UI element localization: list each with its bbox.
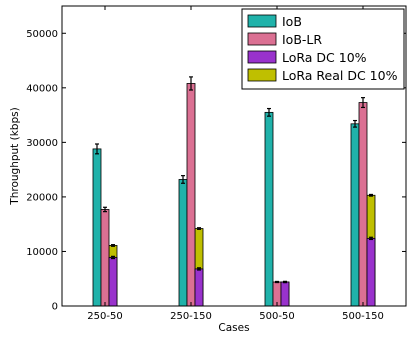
- x-tick-label: 500-50: [259, 311, 294, 322]
- bar-iob: [178, 179, 188, 307]
- y-axis-ticks: 0 10000 20000 30000 40000 50000: [26, 29, 406, 313]
- bar-iob-lr: [358, 102, 368, 307]
- y-tick-label: 40000: [26, 83, 58, 94]
- bar-iob: [350, 123, 360, 307]
- bar-lora-dc-10-: [280, 281, 290, 307]
- y-tick-label: 50000: [26, 29, 58, 40]
- legend-swatch: [247, 68, 277, 82]
- x-tick-label: 250-150: [170, 311, 212, 322]
- legend-swatch: [247, 32, 277, 46]
- plot-frame: [61, 5, 407, 307]
- bar-iob-lr: [186, 83, 196, 307]
- y-tick-label: 30000: [26, 138, 58, 149]
- y-tick-label: 20000: [26, 192, 58, 203]
- x-tick-label: 500-150: [342, 311, 384, 322]
- legend-entry-label: LoRa DC 10%: [282, 50, 367, 65]
- y-axis-label: Throughput (kbps): [9, 107, 21, 205]
- bar-iob: [92, 148, 102, 307]
- legend-swatch: [247, 14, 277, 28]
- legend-entry-label: IoB-LR: [282, 32, 322, 47]
- legend-entry-label: IoB: [282, 14, 302, 29]
- y-tick-label: 0: [52, 302, 58, 313]
- x-axis-label: Cases: [218, 322, 249, 334]
- legend-swatch: [247, 50, 277, 64]
- legend-entry-label: LoRa Real DC 10%: [282, 68, 398, 83]
- y-tick-label: 10000: [26, 247, 58, 258]
- bars-layer: [92, 76, 376, 307]
- bar-iob: [264, 111, 274, 307]
- bar-lora-dc-10-: [366, 237, 376, 307]
- legend: IoB IoB-LR LoRa DC 10% LoRa Real DC 10%: [241, 8, 405, 90]
- x-tick-label: 250-50: [87, 311, 122, 322]
- bar-lora-dc-10-: [194, 268, 204, 307]
- bar-iob-lr: [100, 209, 110, 307]
- bar-lora-dc-10-: [108, 257, 118, 307]
